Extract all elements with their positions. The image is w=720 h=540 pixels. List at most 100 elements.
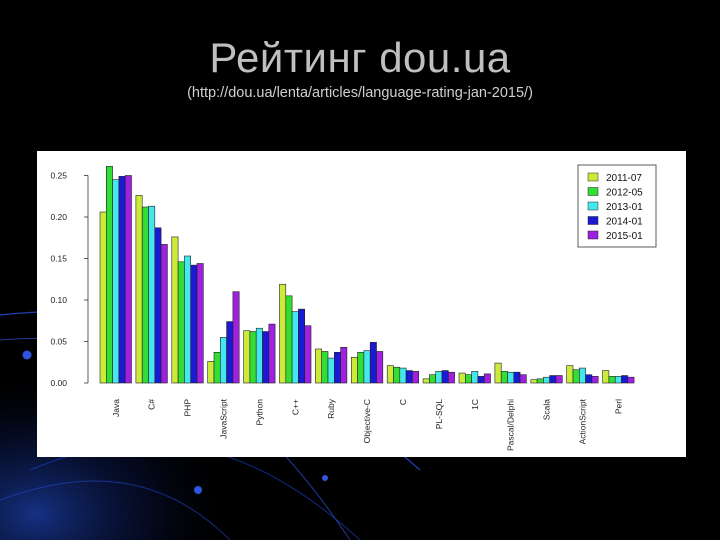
bar-scala-2013-01 — [543, 376, 550, 384]
bar-php-2012-05 — [177, 261, 185, 384]
legend-swatch-2013-01 — [587, 201, 599, 211]
legend-label: 2015-01 — [606, 231, 643, 242]
bar-c--2011-07 — [135, 195, 143, 384]
slide-subtitle: (http://dou.ua/lenta/articles/language-r… — [187, 85, 533, 101]
bar-python-2014-01 — [262, 331, 270, 384]
bar-c-2011-07 — [386, 365, 394, 384]
bar-perl-2013-01 — [614, 376, 622, 384]
bar-ruby-2015-01 — [340, 347, 348, 384]
bar-perl-2015-01 — [627, 376, 635, 384]
legend-label: 2013-01 — [606, 202, 643, 213]
x-tick-label: ActionScript — [577, 398, 587, 444]
bar-c--2014-01 — [154, 227, 162, 384]
bar-1c-2014-01 — [477, 376, 485, 384]
bar-php-2013-01 — [184, 255, 191, 384]
x-tick-label: C++ — [290, 399, 300, 415]
bar-scala-2011-07 — [530, 379, 538, 384]
x-tick-label: Python — [254, 399, 264, 426]
legend-swatch-2014-01 — [587, 216, 599, 225]
bar-scala-2012-05 — [536, 378, 544, 384]
legend-swatch-2015-01 — [587, 230, 599, 240]
bar-java-2011-07 — [99, 211, 107, 384]
bar-1c-2013-01 — [471, 371, 479, 384]
bar-javascript-2013-01 — [220, 337, 227, 384]
bar-java-2013-01 — [112, 179, 120, 384]
bar-c--2013-01 — [148, 205, 156, 384]
bar-pascal-delphi-2011-07 — [494, 362, 502, 384]
y-tick-label: 0.00 — [50, 378, 67, 388]
bar-objective-c-2011-07 — [350, 356, 358, 384]
legend-label: 2012-05 — [606, 188, 643, 199]
bar-php-2014-01 — [190, 264, 198, 384]
y-tick-label: 0.20 — [50, 212, 67, 222]
bar-c-2014-01 — [405, 370, 413, 384]
bar-javascript-2014-01 — [226, 321, 234, 384]
bar-objective-c-2013-01 — [363, 350, 371, 384]
x-tick-label: PL-SQL — [434, 399, 444, 430]
x-tick-label: Objective-C — [362, 399, 372, 443]
x-tick-label: PHP — [183, 399, 193, 417]
bar-c--2011-07 — [279, 283, 287, 384]
bar-pascal-delphi-2015-01 — [519, 374, 527, 384]
bar-c-2013-01 — [399, 367, 407, 384]
bar-perl-2011-07 — [602, 370, 610, 384]
bar-pascal-delphi-2014-01 — [513, 371, 521, 384]
bar-c-2012-05 — [393, 366, 401, 384]
bar-scala-2014-01 — [549, 375, 557, 384]
x-tick-label: JavaScript — [218, 398, 228, 438]
bar-pl-sql-2013-01 — [435, 371, 443, 384]
bar-c--2014-01 — [298, 308, 305, 384]
bar-java-2012-05 — [106, 166, 113, 384]
bar-pl-sql-2011-07 — [422, 378, 430, 384]
x-tick-label: Java — [111, 399, 121, 417]
x-tick-label: Pascal/Delphi — [506, 399, 516, 451]
bar-objective-c-2012-05 — [357, 351, 365, 384]
x-tick-label: Ruby — [326, 398, 336, 419]
bar-objective-c-2015-01 — [376, 351, 384, 384]
x-tick-label: C# — [147, 399, 157, 410]
bar-javascript-2012-05 — [213, 351, 221, 384]
x-tick-label: C — [398, 399, 408, 405]
bar-java-2014-01 — [118, 176, 126, 384]
bar-pl-sql-2012-05 — [429, 374, 436, 384]
bar-java-2015-01 — [124, 175, 132, 384]
y-tick-label: 0.15 — [50, 254, 67, 264]
bar-1c-2012-05 — [464, 374, 472, 384]
bar-php-2015-01 — [196, 263, 204, 384]
bar-scala-2015-01 — [555, 375, 563, 384]
legend-swatch-2011-07 — [587, 172, 599, 182]
bar-pl-sql-2014-01 — [441, 370, 449, 384]
bar-ruby-2014-01 — [333, 351, 341, 384]
bar-actionscript-2015-01 — [591, 376, 599, 384]
bar-javascript-2015-01 — [232, 291, 240, 384]
bar-chart: 0.00 0.05 0.10 0.15 0.20 0.25 Java C# PHP JavaScr… — [50, 164, 657, 451]
bar-perl-2014-01 — [621, 375, 629, 384]
y-tick-label: 0.25 — [50, 171, 67, 181]
y-tick-label: 0.05 — [50, 337, 67, 347]
bar-perl-2012-05 — [608, 376, 616, 384]
bar-c--2012-05 — [285, 295, 293, 384]
bar-javascript-2011-07 — [207, 361, 215, 384]
bar-c-2015-01 — [412, 371, 419, 384]
bar-python-2011-07 — [243, 330, 251, 384]
legend-label: 2011-07 — [606, 173, 642, 184]
chart-panel: 0.00 0.05 0.10 0.15 0.20 0.25 Java C# PHP JavaScr… — [37, 151, 686, 457]
bar-c--2012-05 — [141, 206, 149, 384]
bar-c--2013-01 — [291, 311, 299, 384]
bar-pl-sql-2015-01 — [447, 371, 455, 384]
legend-swatch-2012-05 — [587, 187, 599, 196]
bar-c--2015-01 — [304, 325, 312, 384]
bar-c--2015-01 — [160, 244, 168, 384]
y-tick-label: 0.10 — [50, 295, 67, 305]
bar-pascal-delphi-2013-01 — [507, 371, 515, 384]
bar-pascal-delphi-2012-05 — [500, 371, 508, 384]
x-tick-label: 1C — [470, 399, 480, 410]
bar-ruby-2012-05 — [321, 351, 329, 384]
bar-python-2015-01 — [268, 323, 276, 384]
bar-objective-c-2014-01 — [369, 342, 377, 384]
legend-label: 2014-01 — [606, 217, 643, 228]
bar-1c-2015-01 — [483, 373, 491, 384]
bar-python-2013-01 — [255, 327, 263, 384]
bar-ruby-2011-07 — [315, 348, 322, 384]
bar-actionscript-2011-07 — [566, 365, 574, 384]
